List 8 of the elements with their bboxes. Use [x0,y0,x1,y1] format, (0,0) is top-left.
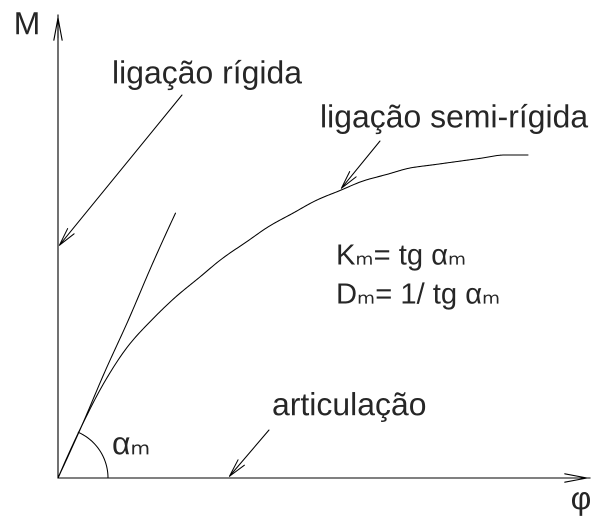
x-axis-title: φ [572,492,590,516]
y-axis-title: M [16,12,38,34]
annotation: articulação [273,392,426,422]
text: ligação rígida [114,60,302,90]
annotation: αₘ [113,437,148,455]
annotation: Dₘ= 1/ tg αₘ [338,282,498,310]
text: ligação semi-rígida [322,104,588,134]
annotation: Kₘ= tg αₘ [338,244,464,271]
